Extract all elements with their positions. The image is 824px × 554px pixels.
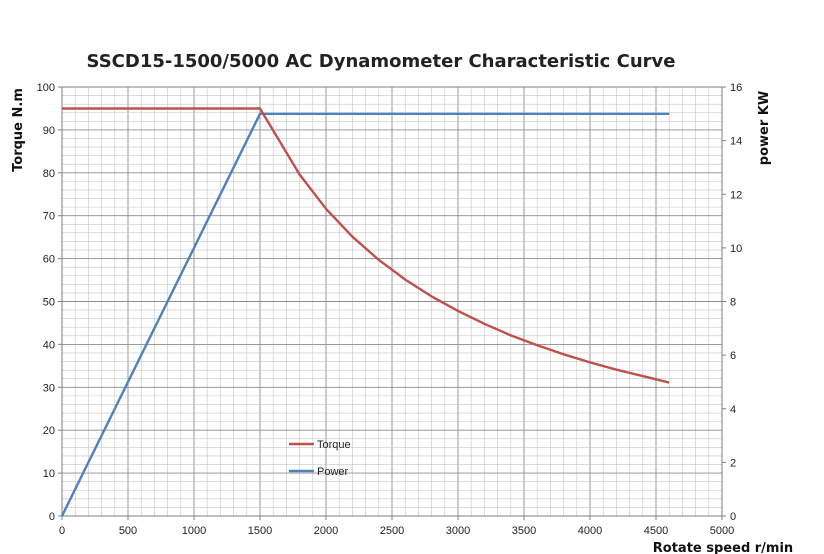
- x-tick-label: 4500: [644, 525, 668, 537]
- y-axis-ticks: 0 10 20 30 40 50 60 70 80 90 100: [37, 82, 62, 523]
- legend-label-power: Power: [317, 466, 349, 478]
- x-tick-label: 1000: [182, 525, 206, 537]
- y2-tick-label: 16: [730, 82, 742, 94]
- chart-title: SSCD15-1500/5000 AC Dynamometer Characte…: [87, 51, 676, 72]
- x-tick-label: 2000: [314, 525, 338, 537]
- y-tick-label: 20: [43, 425, 55, 437]
- legend: Torque Power: [289, 439, 351, 478]
- x-axis-ticks: 0 500 1000 1500 2000 2500 3000 3500 4000 4500 5000: [59, 516, 734, 537]
- x-tick-label: 1500: [248, 525, 272, 537]
- y-tick-label: 40: [43, 339, 55, 351]
- y-tick-label: 30: [43, 382, 55, 394]
- y2-tick-label: 2: [730, 457, 736, 469]
- y2-tick-label: 10: [730, 243, 742, 255]
- x-axis-title: Rotate speed r/min: [653, 541, 793, 554]
- x-tick-label: 5000: [710, 525, 734, 537]
- x-tick-label: 4000: [578, 525, 602, 537]
- x-tick-label: 2500: [380, 525, 404, 537]
- y-tick-label: 70: [43, 211, 55, 223]
- y-tick-label: 50: [43, 297, 55, 309]
- y2-tick-label: 14: [730, 136, 742, 148]
- y2-tick-label: 12: [730, 189, 742, 201]
- y-axis-title: Torque N.m: [11, 88, 26, 172]
- grid: [61, 86, 723, 517]
- y2-axis-title: power KW: [757, 91, 772, 165]
- series-line-power: [60, 112, 670, 517]
- y2-tick-label: 6: [730, 350, 736, 362]
- y2-tick-label: 8: [730, 297, 736, 309]
- legend-label-torque: Torque: [317, 439, 351, 451]
- series-layer: [60, 107, 670, 517]
- y-tick-label: 100: [37, 82, 55, 94]
- y-tick-label: 0: [49, 511, 55, 523]
- y-tick-label: 80: [43, 168, 55, 180]
- x-tick-label: 3000: [446, 525, 470, 537]
- y-tick-label: 10: [43, 468, 55, 480]
- x-tick-label: 500: [119, 525, 137, 537]
- y2-tick-label: 0: [730, 511, 736, 523]
- y-tick-label: 60: [43, 254, 55, 266]
- y2-tick-label: 4: [730, 404, 736, 416]
- y-tick-label: 90: [43, 125, 55, 137]
- x-tick-label: 3500: [512, 525, 536, 537]
- series-line-torque: [62, 107, 670, 384]
- y2-axis-ticks: 0 2 4 6 8 10 12 14 16: [722, 82, 742, 523]
- x-tick-label: 0: [59, 525, 65, 537]
